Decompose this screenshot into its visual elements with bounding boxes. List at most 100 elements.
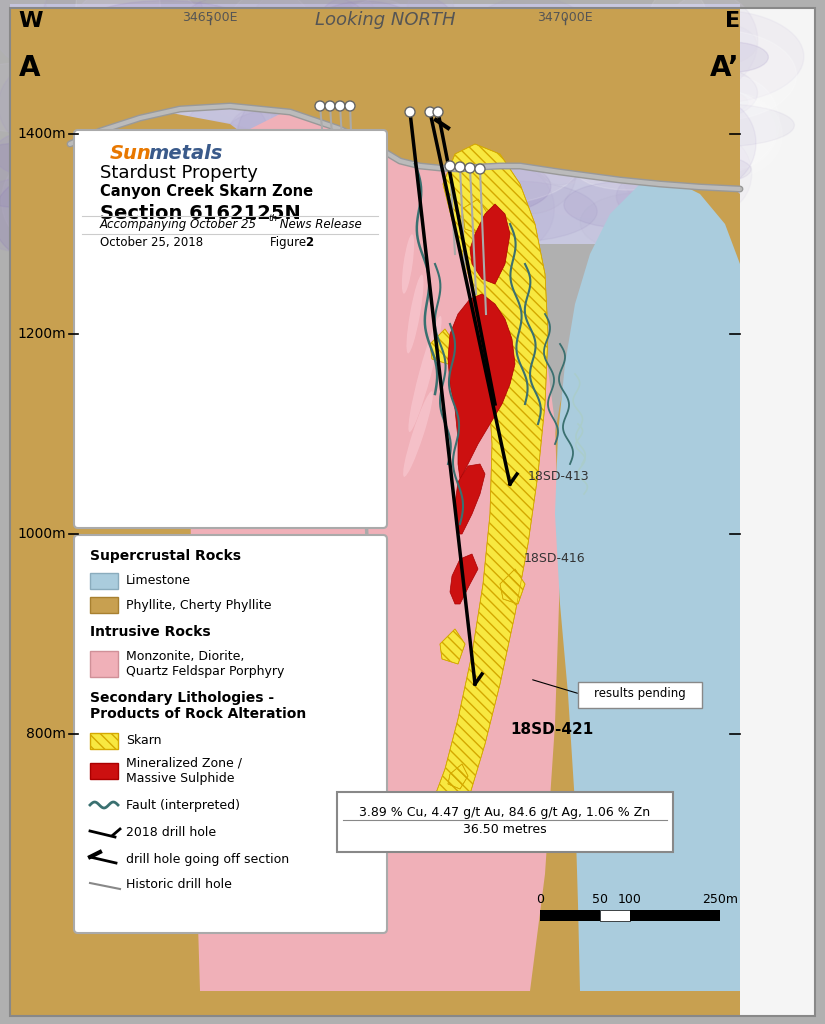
Text: Accompanying October 25: Accompanying October 25: [100, 218, 257, 231]
Ellipse shape: [669, 97, 756, 188]
Ellipse shape: [139, 129, 245, 176]
Ellipse shape: [122, 136, 200, 194]
Text: 2: 2: [305, 236, 314, 249]
Circle shape: [425, 106, 435, 117]
Text: Sun: Sun: [110, 144, 152, 163]
Ellipse shape: [352, 14, 516, 60]
Ellipse shape: [2, 164, 55, 238]
Circle shape: [455, 162, 465, 172]
Ellipse shape: [597, 114, 676, 194]
Ellipse shape: [0, 129, 93, 178]
Ellipse shape: [28, 101, 110, 187]
Ellipse shape: [111, 54, 257, 100]
Text: Supercrustal Rocks: Supercrustal Rocks: [90, 549, 241, 563]
FancyBboxPatch shape: [337, 792, 673, 852]
Bar: [10, 991, 740, 1016]
Ellipse shape: [593, 72, 686, 106]
Bar: [630, 910, 720, 921]
Ellipse shape: [405, 123, 579, 205]
Ellipse shape: [130, 90, 271, 144]
Ellipse shape: [36, 104, 130, 144]
Ellipse shape: [74, 58, 148, 113]
Ellipse shape: [640, 75, 691, 112]
Ellipse shape: [0, 175, 92, 262]
Text: 36.50 metres: 36.50 metres: [463, 823, 547, 836]
Text: October 25, 2018: October 25, 2018: [100, 236, 203, 249]
Ellipse shape: [621, 129, 724, 212]
Ellipse shape: [439, 154, 498, 211]
Ellipse shape: [295, 95, 453, 146]
Ellipse shape: [648, 87, 747, 118]
Text: 347000E: 347000E: [537, 11, 593, 24]
Ellipse shape: [228, 106, 375, 155]
Ellipse shape: [448, 36, 563, 72]
Polygon shape: [530, 164, 740, 991]
Text: 800m: 800m: [26, 727, 66, 741]
Ellipse shape: [0, 175, 125, 255]
Ellipse shape: [387, 34, 563, 100]
Text: E: E: [725, 11, 740, 31]
Bar: [10, 8, 740, 24]
Text: Phyllite, Cherty Phyllite: Phyllite, Cherty Phyllite: [126, 598, 271, 611]
Polygon shape: [462, 199, 488, 234]
Ellipse shape: [316, 27, 484, 97]
Text: Section 6162125N: Section 6162125N: [100, 204, 301, 223]
Text: A’: A’: [710, 54, 740, 82]
Ellipse shape: [568, 30, 639, 123]
Ellipse shape: [600, 83, 776, 180]
Ellipse shape: [464, 32, 542, 99]
Text: Looking NORTH: Looking NORTH: [315, 11, 455, 29]
Ellipse shape: [477, 85, 547, 141]
Ellipse shape: [693, 77, 779, 168]
Bar: [600, 910, 630, 921]
Ellipse shape: [87, 17, 235, 51]
Circle shape: [345, 101, 355, 111]
Ellipse shape: [408, 316, 441, 432]
Bar: [90, 763, 118, 779]
Ellipse shape: [576, 152, 685, 190]
Ellipse shape: [309, 118, 395, 152]
Ellipse shape: [94, 121, 199, 186]
Polygon shape: [70, 109, 300, 991]
Ellipse shape: [0, 59, 106, 152]
Ellipse shape: [562, 40, 635, 85]
Ellipse shape: [312, 1, 418, 55]
Ellipse shape: [553, 92, 718, 181]
Ellipse shape: [493, 92, 637, 126]
Circle shape: [325, 101, 335, 111]
Ellipse shape: [109, 52, 196, 84]
Ellipse shape: [407, 274, 423, 353]
Ellipse shape: [430, 189, 483, 256]
Ellipse shape: [431, 58, 488, 115]
Ellipse shape: [89, 1, 241, 39]
Bar: [10, 8, 70, 1016]
Ellipse shape: [185, 97, 268, 170]
Text: Skarn: Skarn: [126, 734, 162, 748]
Polygon shape: [448, 294, 515, 479]
Text: News Release: News Release: [276, 218, 361, 231]
Polygon shape: [500, 569, 525, 604]
Ellipse shape: [690, 137, 752, 210]
Text: 250m: 250m: [702, 893, 738, 906]
Text: A: A: [19, 54, 40, 82]
Ellipse shape: [234, 18, 336, 106]
Ellipse shape: [228, 0, 313, 66]
Ellipse shape: [161, 127, 274, 188]
Ellipse shape: [89, 118, 256, 159]
Ellipse shape: [246, 19, 337, 61]
Text: 18SD-421: 18SD-421: [510, 722, 593, 736]
Ellipse shape: [459, 74, 521, 129]
Ellipse shape: [79, 0, 196, 36]
Bar: [90, 733, 118, 749]
Text: 50: 50: [592, 893, 608, 906]
Text: Figure: Figure: [270, 236, 310, 249]
Text: 3.89 % Cu, 4.47 g/t Au, 84.6 g/t Ag, 1.06 % Zn: 3.89 % Cu, 4.47 g/t Au, 84.6 g/t Ag, 1.0…: [360, 806, 651, 819]
Ellipse shape: [378, 193, 507, 234]
Ellipse shape: [306, 71, 446, 144]
Text: metals: metals: [148, 144, 223, 163]
Ellipse shape: [188, 0, 363, 38]
Circle shape: [465, 163, 475, 173]
Ellipse shape: [451, 8, 582, 59]
Ellipse shape: [638, 30, 796, 121]
Ellipse shape: [632, 10, 804, 102]
